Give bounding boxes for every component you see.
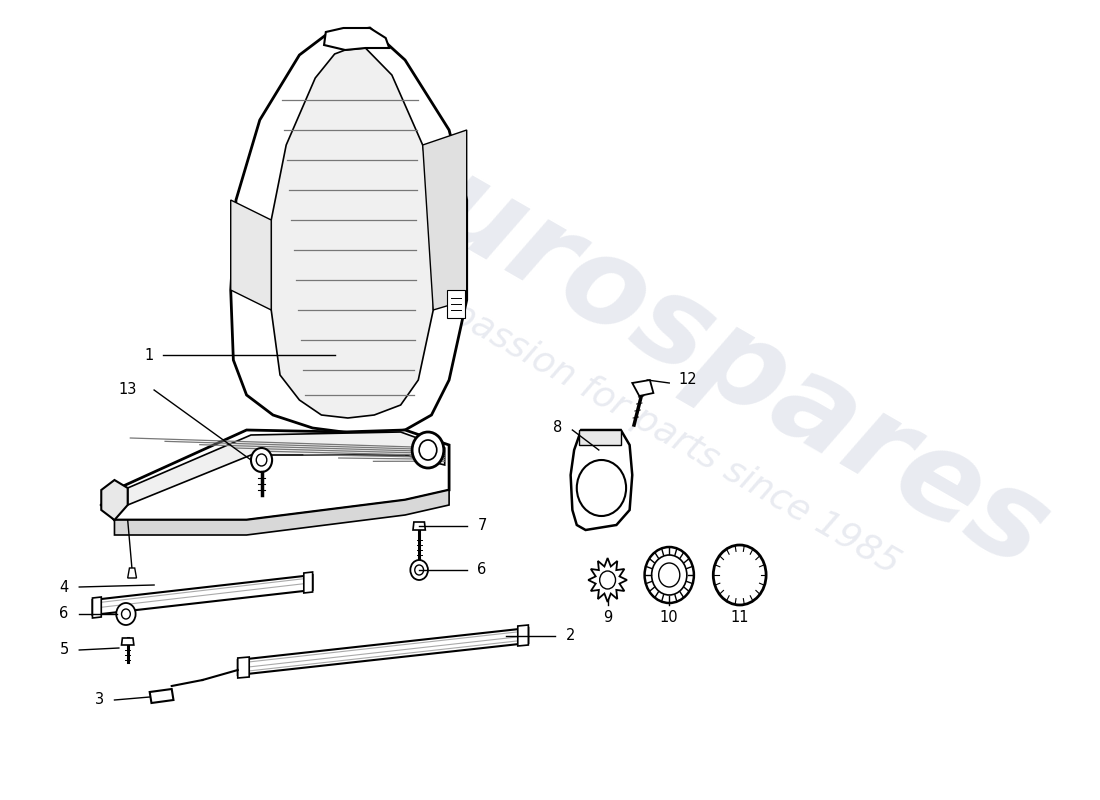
- Circle shape: [117, 603, 135, 625]
- Polygon shape: [588, 558, 627, 602]
- Polygon shape: [422, 130, 466, 310]
- Polygon shape: [150, 689, 174, 703]
- Text: 12: 12: [678, 373, 696, 387]
- Polygon shape: [304, 572, 312, 593]
- Text: eurospares: eurospares: [341, 106, 1068, 594]
- Text: 6: 6: [477, 562, 486, 578]
- Text: 9: 9: [603, 610, 613, 626]
- Text: 2: 2: [566, 629, 575, 643]
- Polygon shape: [324, 28, 389, 50]
- Circle shape: [419, 440, 437, 460]
- Polygon shape: [238, 628, 528, 675]
- Polygon shape: [238, 657, 250, 678]
- Text: 1: 1: [145, 347, 154, 362]
- Circle shape: [410, 560, 428, 580]
- Circle shape: [600, 571, 616, 589]
- Polygon shape: [92, 597, 101, 618]
- Circle shape: [121, 609, 130, 619]
- Text: 11: 11: [730, 610, 749, 626]
- Circle shape: [659, 563, 680, 587]
- Circle shape: [651, 555, 686, 595]
- Polygon shape: [92, 575, 312, 615]
- Text: 6: 6: [59, 606, 68, 622]
- Polygon shape: [448, 290, 465, 318]
- Polygon shape: [114, 490, 449, 535]
- Circle shape: [576, 460, 626, 516]
- Polygon shape: [412, 522, 426, 530]
- Text: 8: 8: [552, 419, 562, 434]
- Polygon shape: [571, 430, 632, 530]
- Polygon shape: [128, 568, 136, 578]
- Polygon shape: [101, 430, 449, 520]
- Polygon shape: [128, 432, 444, 505]
- Text: 13: 13: [118, 382, 136, 398]
- Circle shape: [251, 448, 272, 472]
- Polygon shape: [518, 625, 528, 646]
- Circle shape: [415, 565, 424, 575]
- Text: 4: 4: [59, 579, 68, 594]
- Polygon shape: [272, 48, 436, 418]
- Polygon shape: [580, 430, 620, 445]
- Polygon shape: [632, 380, 653, 396]
- Text: 7: 7: [477, 518, 486, 534]
- Text: a passion for parts since 1985: a passion for parts since 1985: [416, 279, 905, 581]
- Circle shape: [256, 454, 267, 466]
- Text: 3: 3: [95, 693, 103, 707]
- Circle shape: [412, 432, 443, 468]
- Circle shape: [645, 547, 694, 603]
- Text: 5: 5: [59, 642, 68, 658]
- Polygon shape: [231, 28, 466, 435]
- Circle shape: [713, 545, 766, 605]
- Polygon shape: [121, 638, 134, 645]
- Polygon shape: [101, 480, 128, 520]
- Polygon shape: [231, 200, 272, 310]
- Text: 10: 10: [660, 610, 679, 626]
